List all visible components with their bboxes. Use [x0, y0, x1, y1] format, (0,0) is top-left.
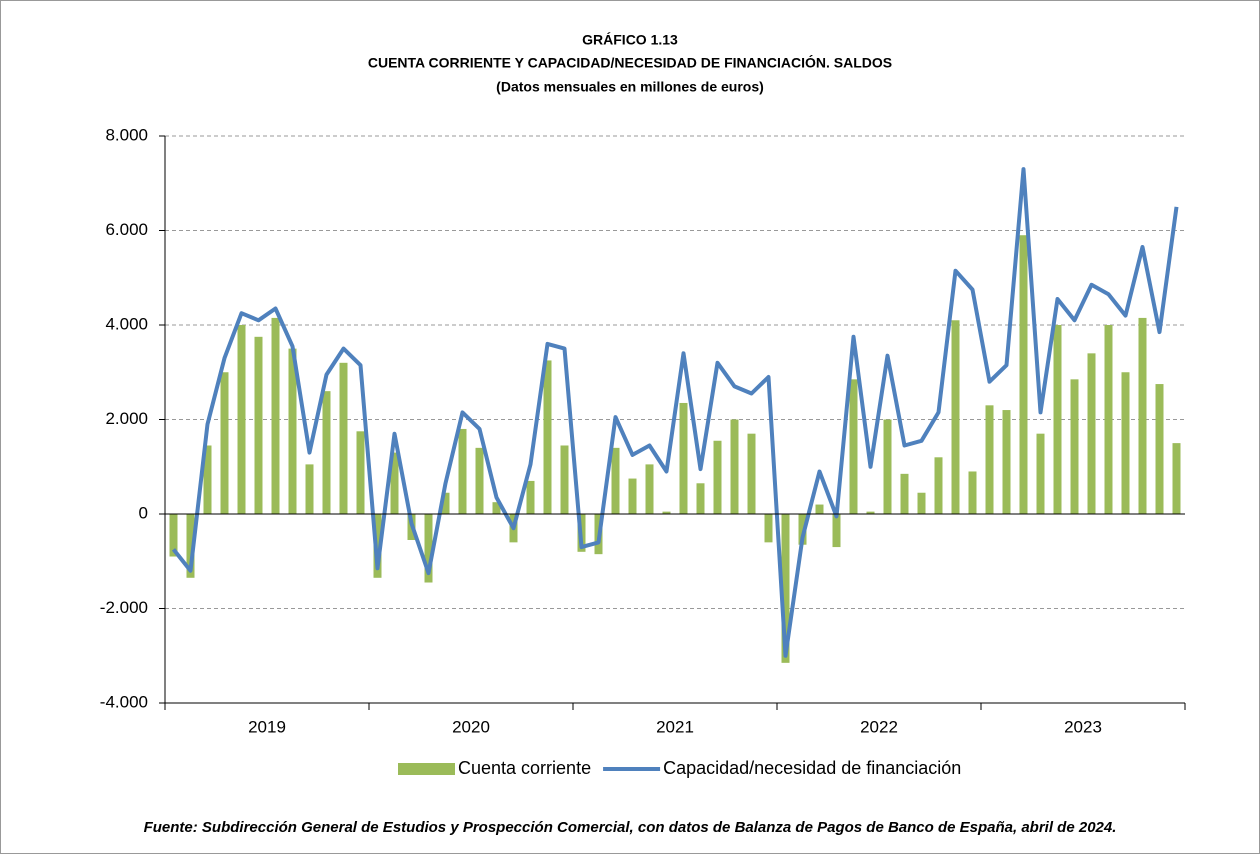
bar — [849, 379, 858, 514]
legend-label: Cuenta corriente — [458, 758, 591, 778]
chart-subtitle: CUENTA CORRIENTE Y CAPACIDAD/NECESIDAD D… — [368, 54, 892, 71]
bar — [628, 478, 637, 514]
bar — [917, 492, 926, 514]
bar — [781, 514, 790, 663]
bar — [934, 457, 943, 514]
bar — [288, 348, 297, 514]
legend-label: Capacidad/necesidad de financiación — [663, 758, 961, 778]
bar — [203, 445, 212, 514]
bar — [560, 445, 569, 514]
bar — [1070, 379, 1079, 514]
bar — [815, 504, 824, 514]
bar — [169, 514, 178, 557]
bar — [696, 483, 705, 514]
bar — [1087, 353, 1096, 514]
bar — [339, 362, 348, 514]
x-group-label: 2020 — [452, 717, 490, 736]
y-tick-label: 4.000 — [105, 314, 148, 333]
x-group-label: 2023 — [1064, 717, 1102, 736]
bar — [798, 514, 807, 545]
bar — [968, 471, 977, 514]
bar — [662, 511, 671, 514]
y-tick-label: -2.000 — [100, 598, 148, 617]
chart-title: GRÁFICO 1.13 — [582, 32, 678, 48]
bar — [951, 320, 960, 514]
y-tick-label: 2.000 — [105, 409, 148, 428]
bar — [764, 514, 773, 543]
bar — [237, 325, 246, 514]
y-tick-label: 6.000 — [105, 220, 148, 239]
bar — [220, 372, 229, 514]
x-group-label: 2019 — [248, 717, 286, 736]
bar — [254, 336, 263, 514]
bar — [458, 428, 467, 514]
bar — [1053, 325, 1062, 514]
bar — [611, 447, 620, 514]
bar — [390, 452, 399, 514]
bar — [900, 473, 909, 514]
x-group-label: 2022 — [860, 717, 898, 736]
bar — [441, 492, 450, 514]
bar — [186, 514, 195, 578]
y-tick-label: 0 — [139, 503, 148, 522]
bar — [713, 440, 722, 514]
bar — [1121, 372, 1130, 514]
line — [171, 167, 1179, 658]
bar — [1104, 325, 1113, 514]
bar — [543, 360, 552, 514]
bar — [356, 431, 365, 514]
bar — [424, 514, 433, 583]
source: Fuente: Subdirección General de Estudios… — [144, 819, 1117, 836]
legend-swatch — [398, 763, 455, 775]
bar — [1155, 384, 1164, 514]
bar — [1138, 317, 1147, 514]
bar — [679, 402, 688, 514]
bar — [883, 419, 892, 514]
bar — [1172, 443, 1181, 514]
bar — [832, 514, 841, 548]
bar — [322, 391, 331, 514]
bar — [271, 317, 280, 514]
bar — [526, 480, 535, 514]
y-tick-label: 8.000 — [105, 125, 148, 144]
bar — [747, 433, 756, 514]
y-tick-label: -4.000 — [100, 692, 148, 711]
bar — [985, 405, 994, 514]
bar — [1036, 433, 1045, 514]
x-group-label: 2021 — [656, 717, 694, 736]
bar — [305, 464, 314, 514]
bar — [492, 502, 501, 514]
bar — [645, 464, 654, 514]
bar — [475, 447, 484, 514]
bar — [1002, 410, 1011, 514]
chart-note: (Datos mensuales en millones de euros) — [496, 79, 764, 95]
bar — [730, 419, 739, 514]
bar — [866, 511, 875, 514]
bar — [1019, 235, 1028, 514]
